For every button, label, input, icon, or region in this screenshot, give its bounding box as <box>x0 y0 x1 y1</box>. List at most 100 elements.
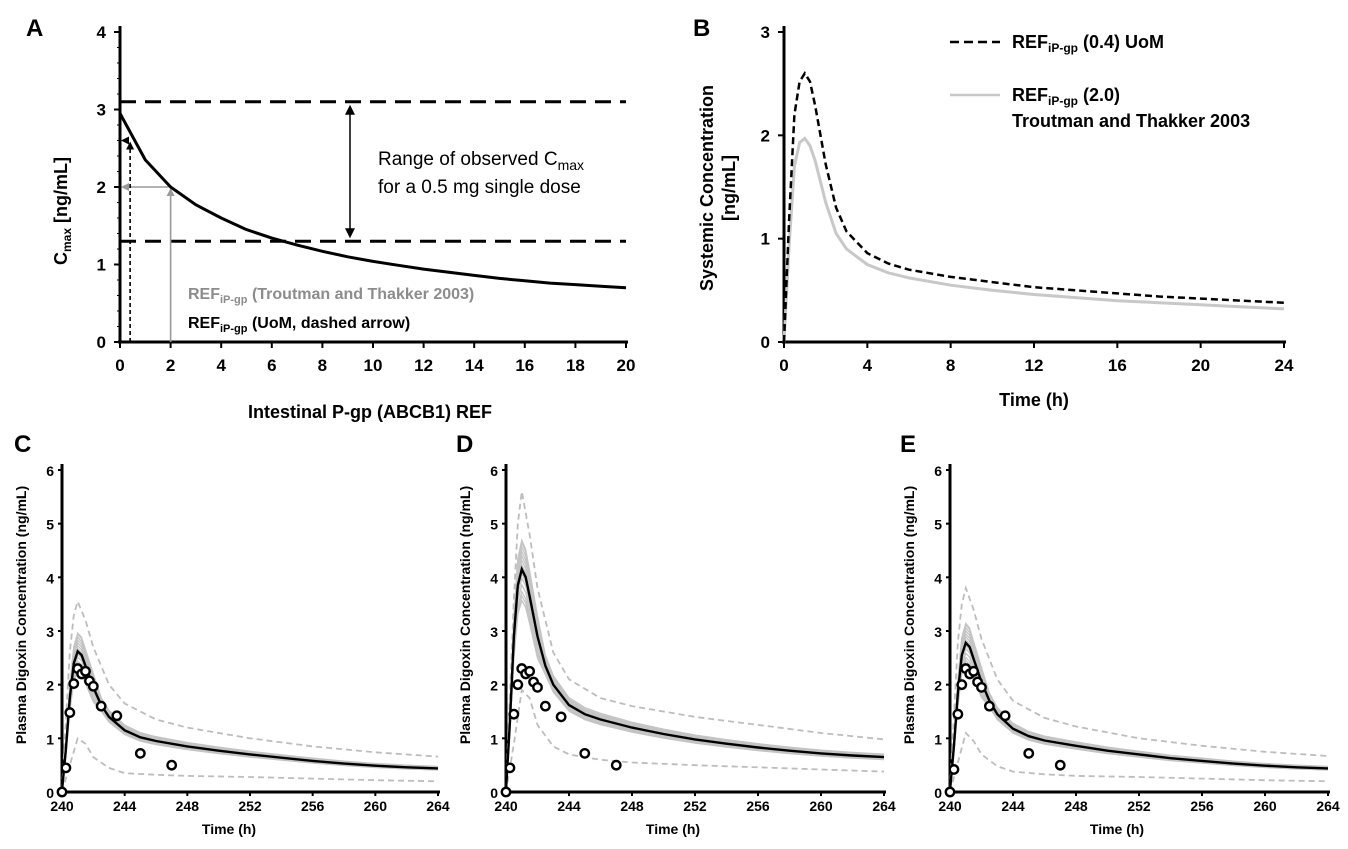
panel-e-y-tick-label: 4 <box>934 570 942 586</box>
panel-e-y-tick-label: 1 <box>934 731 942 747</box>
panel-d-observed-point <box>532 681 543 693</box>
panel-b-y-tick-label: 0 <box>761 333 770 352</box>
panel-a-range-text-line-1: Range of observed Cmax <box>378 149 584 173</box>
panel-a-troutman-label: REFiP-gp (Troutman and Thakker 2003) <box>188 286 474 306</box>
panel-b-legend-troutman-line-2: Troutman and Thakker 2003 <box>1012 111 1250 131</box>
panel-a-x-tick-label: 12 <box>414 356 433 375</box>
panel-d-observed-point <box>512 679 524 691</box>
panel-c-observed-point <box>64 707 76 718</box>
panel-e-plot-area <box>944 585 1329 798</box>
panel-a-uom-marker-arrowhead-up <box>126 141 135 150</box>
panel-d-observed-point <box>555 711 567 723</box>
panel-c-x-tick-label: 248 <box>176 798 200 814</box>
panel-e-axes <box>946 464 1330 796</box>
panel-c-observed-point <box>95 700 107 712</box>
panel-a-x-axis-title: Intestinal P-gp (ABCB1) REF <box>248 402 492 422</box>
panel-b-y-tick-label: 2 <box>761 126 770 145</box>
panel-a-cmax-curve <box>118 112 627 290</box>
panel-e-observed-point <box>976 681 987 693</box>
panel-d: 240 244 248 252 256 260 264 0 1 2 3 4 5 6 Time (h) Pl… <box>457 463 896 837</box>
panel-b-y-tick-label: 3 <box>761 23 770 42</box>
panel-c-x-tick-label: 240 <box>50 798 74 814</box>
panel-e-observed-point <box>999 710 1011 722</box>
panel-letter-c: C <box>14 431 31 458</box>
panel-d-x-tick-label: 240 <box>494 798 518 814</box>
panel-d-lower-percentile-line <box>505 688 885 793</box>
panel-e-y-tick-label: 3 <box>934 624 942 640</box>
panel-c-observed-point <box>68 678 80 689</box>
panel-e-x-tick-label: 252 <box>1127 798 1151 814</box>
panel-d-trial-line <box>505 576 885 792</box>
panel-d-x-tick-label: 252 <box>683 798 707 814</box>
panel-d-x-tick-label: 264 <box>872 798 896 814</box>
panel-c-observed-point <box>166 759 178 771</box>
panel-b-x-tick-label: 24 <box>1275 356 1294 375</box>
panel-e-observed-point <box>1023 747 1035 759</box>
panel-e-x-tick-label: 260 <box>1253 798 1277 814</box>
panel-a-x-tick-label: 4 <box>216 356 226 375</box>
panel-c-y-tick-label: 0 <box>46 785 54 801</box>
panel-c-plot-area <box>56 598 439 798</box>
panel-e-y-tick-label: 5 <box>934 517 942 533</box>
panel-d-observed-point <box>508 708 520 720</box>
panel-c-y-tick-label: 3 <box>46 624 54 640</box>
panel-letter-d: D <box>456 431 473 458</box>
panel-b-legend-uom: REFiP-gp (0.4) UoM <box>1012 32 1164 55</box>
panel-c-observed-point <box>87 680 99 692</box>
panel-b-x-tick-label: 20 <box>1191 356 1210 375</box>
panel-b-series <box>782 70 1285 343</box>
panel-c-upper-percentile-line <box>61 598 439 790</box>
panel-e-x-tick-label: 248 <box>1064 798 1088 814</box>
panel-c-trial-line <box>61 633 439 791</box>
panel-b-legend-troutman-line-1: REFiP-gp (2.0) <box>1012 85 1120 108</box>
panel-b-x-tick-label: 16 <box>1108 356 1127 375</box>
panel-d-trial-line <box>505 540 885 791</box>
panel-c-x-axis-title: Time (h) <box>202 821 256 837</box>
panel-e-x-tick-label: 240 <box>938 798 962 814</box>
panel-b-x-tick-label: 8 <box>946 356 955 375</box>
panel-c-observed-point <box>80 665 91 677</box>
panel-letter-e: E <box>900 431 916 458</box>
panel-c-y-axis-title: Plasma Digoxin Concentration (ng/mL) <box>13 486 29 744</box>
panel-d-x-tick-label: 248 <box>620 798 644 814</box>
panel-d-axes <box>502 464 886 796</box>
panel-c-trial-line <box>61 667 439 792</box>
panel-c-observed-point <box>56 786 68 798</box>
panel-d-trial-line <box>505 594 885 792</box>
panel-c-x-tick-label: 264 <box>426 798 450 814</box>
panel-e-y-axis-title: Plasma Digoxin Concentration (ng/mL) <box>901 486 917 744</box>
panel-b-x-axis-title: Time (h) <box>999 390 1069 410</box>
panel-e-y-tick-label: 2 <box>934 678 942 694</box>
panel-b-y-axis-title-line-1: Systemic Concentration <box>697 85 717 291</box>
panel-e-y-tick-label: 6 <box>934 463 942 479</box>
panel-a-uom-marker-arrowhead-left <box>121 136 129 145</box>
panel-b-x-tick-label: 0 <box>779 356 788 375</box>
panel-e-observed-point <box>983 700 995 712</box>
panel-e-observed-point <box>944 786 956 798</box>
panel-a-troutman-marker-arrowhead-left <box>121 183 129 191</box>
panel-e-observed-point <box>1054 759 1066 771</box>
panel-a-uom-label: REFiP-gp (UoM, dashed arrow) <box>188 315 410 335</box>
panel-d-observed-point <box>579 747 591 759</box>
panel-d-tick-labels: 240 244 248 252 256 260 264 0 1 2 3 4 5 6 <box>490 463 896 814</box>
panel-d-x-tick-label: 260 <box>809 798 833 814</box>
panel-a-observed-range <box>120 100 626 243</box>
panel-d-y-tick-label: 0 <box>490 785 498 801</box>
panel-a-x-tick-label: 20 <box>617 356 636 375</box>
panel-d-y-tick-label: 6 <box>490 463 498 479</box>
panel-b-axes <box>778 26 1286 348</box>
panel-d-x-tick-label: 244 <box>557 798 581 814</box>
panel-a-x-tick-label: 0 <box>115 356 124 375</box>
panel-d-upper-percentile-line <box>505 491 885 790</box>
panel-d-y-tick-label: 4 <box>490 570 498 586</box>
panel-c-y-tick-label: 4 <box>46 570 54 586</box>
panel-d-trial-line <box>505 567 885 791</box>
panel-c-y-tick-label: 1 <box>46 731 54 747</box>
panel-d-observed-point <box>524 665 536 677</box>
panel-a-range-arrow-head-down <box>345 228 355 239</box>
panel-d-observed-point <box>610 759 622 771</box>
